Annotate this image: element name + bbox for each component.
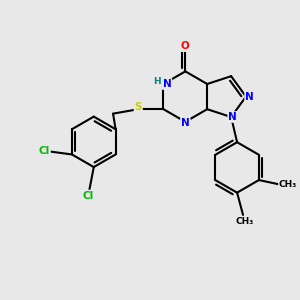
Text: N: N [228,112,237,122]
Text: N: N [163,79,171,89]
Text: H: H [153,76,161,85]
Text: N: N [245,92,254,102]
Text: S: S [134,102,142,112]
Text: O: O [181,41,190,51]
Text: CH₃: CH₃ [236,217,253,226]
Text: N: N [181,118,190,128]
Text: CH₃: CH₃ [279,180,297,189]
Text: Cl: Cl [82,190,94,200]
Text: Cl: Cl [39,146,50,157]
